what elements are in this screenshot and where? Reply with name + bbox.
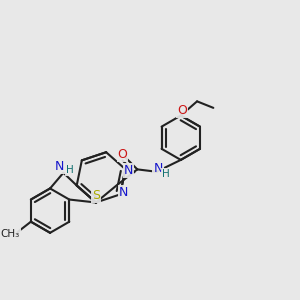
Text: N: N — [153, 162, 163, 175]
Text: O: O — [118, 148, 128, 161]
Text: S: S — [92, 190, 100, 202]
Text: O: O — [177, 104, 187, 117]
Text: H: H — [161, 169, 169, 179]
Text: H: H — [66, 165, 74, 175]
Text: N: N — [55, 160, 64, 173]
Text: N: N — [118, 186, 128, 200]
Text: CH₃: CH₃ — [1, 229, 20, 238]
Text: N: N — [124, 164, 133, 177]
